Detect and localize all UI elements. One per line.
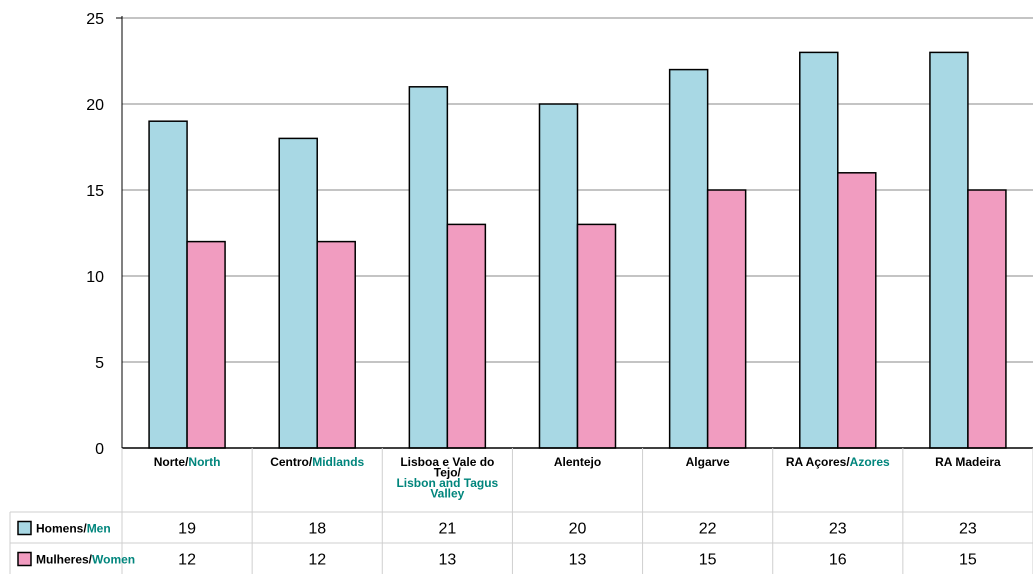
bar-men	[799, 51, 839, 449]
table-cell-men: 18	[308, 521, 326, 538]
category-label: Norte/North	[154, 455, 221, 469]
y-tick-label: 20	[86, 97, 104, 114]
bar-women	[316, 240, 356, 449]
category-label: Alentejo	[554, 455, 601, 469]
bar-men	[278, 137, 318, 449]
table-cell-men: 20	[569, 521, 587, 538]
category-label: Centro/Midlands	[270, 455, 364, 469]
bar-women	[837, 172, 877, 449]
legend-label-men: Homens/Men	[36, 522, 111, 536]
bar-men	[148, 120, 188, 449]
bar-women	[186, 240, 226, 449]
category-label: Lisbon and Tagus	[396, 476, 498, 490]
table-cell-men: 21	[438, 521, 456, 538]
table-cell-men: 22	[699, 521, 717, 538]
table-cell-women: 15	[959, 552, 977, 569]
table-cell-men: 23	[829, 521, 847, 538]
bar-men	[538, 103, 579, 449]
bar-men	[668, 68, 709, 449]
table-cell-women: 12	[178, 552, 196, 569]
bar-women	[446, 223, 487, 449]
legend-label-women: Mulheres/Women	[36, 553, 135, 567]
table-cell-women: 12	[308, 552, 326, 569]
bar-men	[408, 86, 449, 449]
category-label: RA Açores/Azores	[786, 455, 890, 469]
table-cell-women: 13	[438, 552, 456, 569]
legend-swatch-men	[17, 520, 32, 536]
y-tick-label: 5	[95, 355, 104, 372]
bar-women	[967, 189, 1007, 449]
y-tick-label: 0	[95, 441, 104, 458]
category-label: Tejo/	[434, 466, 462, 480]
bar-women	[576, 223, 617, 449]
category-label: Algarve	[686, 455, 730, 469]
category-label: Valley	[430, 487, 464, 501]
bar-women	[706, 189, 747, 449]
y-tick-label: 10	[86, 269, 104, 286]
table-cell-men: 23	[959, 521, 977, 538]
bar-men	[929, 51, 969, 449]
y-tick-label: 15	[86, 183, 104, 200]
category-label: RA Madeira	[935, 455, 1001, 469]
category-label: Lisboa e Vale do	[400, 455, 494, 469]
table-cell-women: 16	[829, 552, 847, 569]
table-cell-women: 13	[569, 552, 587, 569]
table-cell-women: 15	[699, 552, 717, 569]
legend-swatch-women	[17, 551, 32, 567]
table-cell-men: 19	[178, 521, 196, 538]
y-tick-label: 25	[86, 11, 104, 28]
